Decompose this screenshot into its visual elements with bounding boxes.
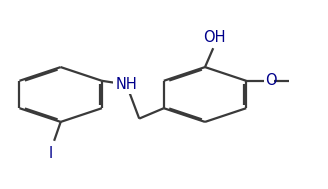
Text: O: O [265, 73, 277, 88]
Text: NH: NH [115, 77, 137, 92]
Text: OH: OH [204, 30, 226, 45]
Text: I: I [49, 146, 53, 160]
